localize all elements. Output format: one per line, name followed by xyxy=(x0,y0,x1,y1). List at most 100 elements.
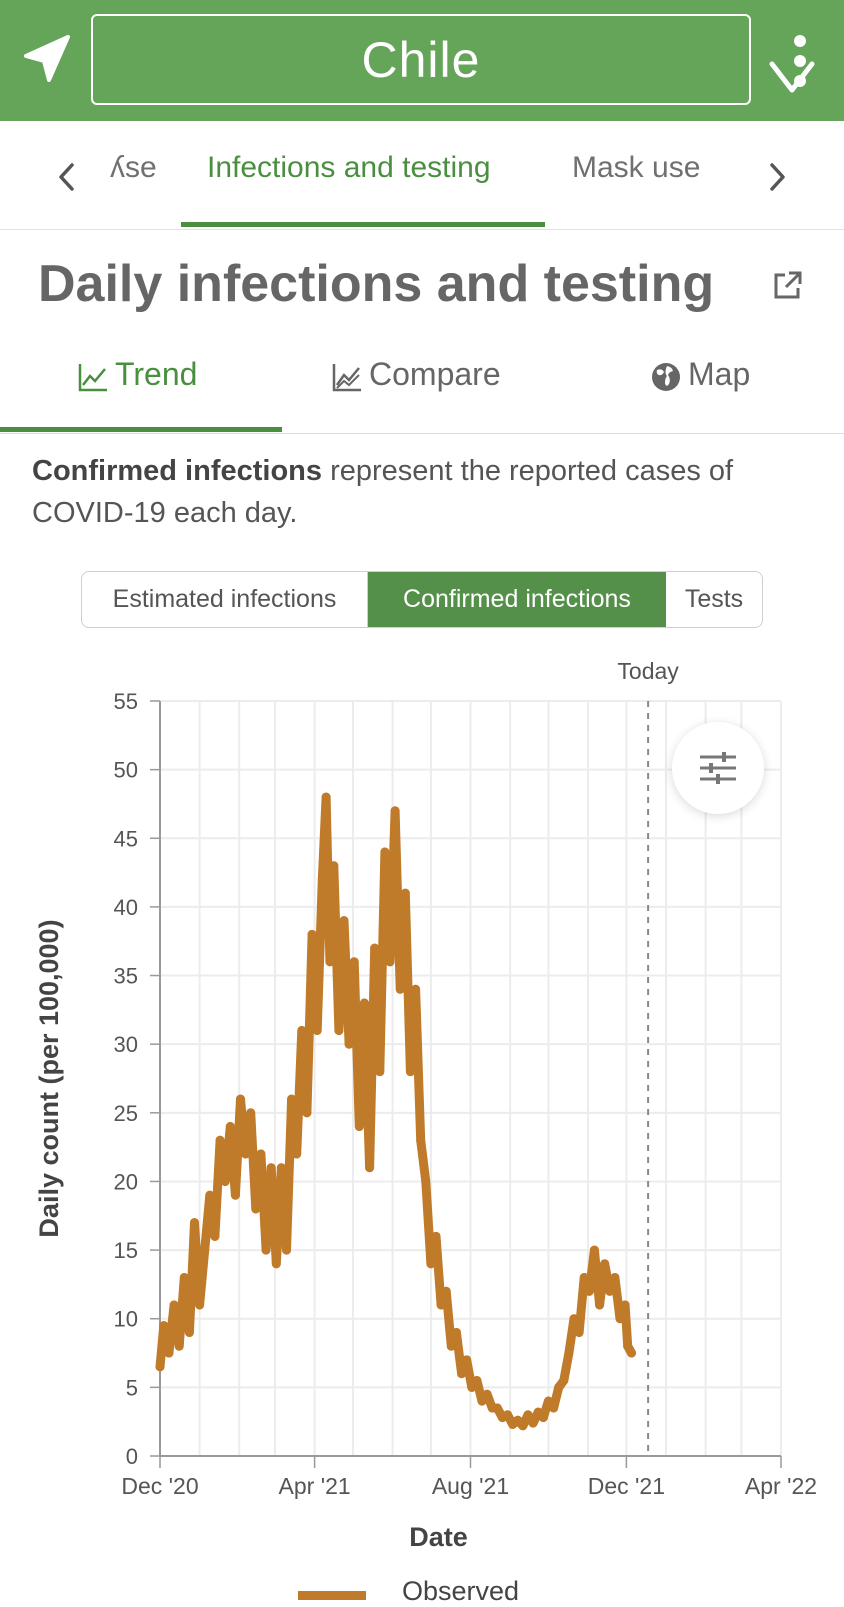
data-point xyxy=(321,792,331,802)
data-point xyxy=(215,1135,225,1145)
data-point xyxy=(312,1025,322,1035)
data-point xyxy=(271,1259,281,1269)
series-line-observed xyxy=(155,792,636,1431)
data-point xyxy=(385,957,395,967)
y-tick-label: 5 xyxy=(126,1375,138,1400)
y-tick-label: 0 xyxy=(126,1444,138,1469)
data-point xyxy=(595,1300,605,1310)
data-point xyxy=(266,1163,276,1173)
data-point xyxy=(543,1396,553,1406)
data-point xyxy=(503,1410,513,1420)
tab-infections-and-testing[interactable]: Infections and testing xyxy=(207,151,491,184)
data-point xyxy=(564,1348,574,1358)
data-point xyxy=(307,929,317,939)
data-point xyxy=(246,1108,256,1118)
data-point xyxy=(589,1245,599,1255)
data-point xyxy=(467,1382,477,1392)
country-selector[interactable]: Chile xyxy=(91,14,815,105)
tab-compare[interactable]: Compare xyxy=(331,356,501,393)
chevron-right-icon[interactable] xyxy=(762,157,792,197)
data-point xyxy=(190,1218,199,1228)
y-tick-label: 55 xyxy=(114,689,138,714)
y-tick-label: 35 xyxy=(114,964,138,989)
data-point xyxy=(518,1421,528,1431)
data-point xyxy=(462,1355,472,1365)
data-point xyxy=(329,861,339,871)
tab-trend-label: Trend xyxy=(115,356,198,392)
data-point xyxy=(256,1149,266,1159)
external-link-icon[interactable] xyxy=(771,270,803,302)
data-point xyxy=(436,1300,446,1310)
data-point xyxy=(416,1135,426,1145)
data-point xyxy=(472,1376,482,1385)
data-point xyxy=(482,1389,492,1399)
data-point xyxy=(292,1149,302,1159)
data-point xyxy=(411,984,421,994)
tab-mask-use[interactable]: Mask use xyxy=(572,151,701,184)
segment-estimated-infections[interactable]: Estimated infections xyxy=(82,572,368,627)
chevron-left-icon[interactable] xyxy=(52,157,82,197)
data-point xyxy=(210,1231,220,1241)
data-point xyxy=(349,957,359,967)
data-point xyxy=(276,1163,286,1173)
x-tick-label: Dec '21 xyxy=(588,1473,665,1499)
navigation-arrow-icon[interactable] xyxy=(22,34,72,84)
y-tick-label: 25 xyxy=(114,1101,138,1126)
data-point xyxy=(297,1025,307,1035)
legend-label: Observed xyxy=(402,1576,520,1606)
area-chart-icon xyxy=(332,363,361,391)
x-tick-label: Apr '22 xyxy=(745,1473,817,1499)
data-point xyxy=(395,984,405,994)
y-tick-label: 20 xyxy=(114,1169,138,1194)
globe-icon xyxy=(652,362,680,391)
data-point xyxy=(451,1327,461,1337)
data-point xyxy=(477,1396,487,1406)
segment-confirmed-infections[interactable]: Confirmed infections xyxy=(368,572,666,627)
country-label: Chile xyxy=(361,32,481,88)
y-tick-label: 45 xyxy=(114,826,138,851)
kebab-menu-icon[interactable] xyxy=(788,34,812,90)
data-point xyxy=(390,806,400,816)
data-point xyxy=(169,1300,179,1310)
data-point xyxy=(241,1149,251,1159)
x-tick-label: Aug '21 xyxy=(432,1473,509,1499)
chart-filter-button[interactable] xyxy=(672,722,764,814)
data-point xyxy=(354,1122,364,1132)
metric-segmented-control: Estimated infections Confirmed infection… xyxy=(81,571,763,628)
active-view-indicator xyxy=(0,427,282,432)
data-point xyxy=(421,1176,431,1186)
y-axis-title: Daily count (per 100,000) xyxy=(34,919,64,1237)
divider xyxy=(0,433,844,434)
data-point xyxy=(380,847,390,857)
data-point xyxy=(569,1314,579,1324)
data-point xyxy=(287,1094,297,1104)
data-point xyxy=(579,1273,589,1283)
data-point xyxy=(457,1369,467,1379)
data-point xyxy=(528,1418,538,1428)
data-point xyxy=(538,1413,548,1423)
x-tick-label: Dec '20 xyxy=(121,1473,198,1499)
data-point xyxy=(627,1348,636,1358)
active-tab-indicator xyxy=(181,222,545,227)
chevron-down-icon xyxy=(767,58,817,98)
data-point xyxy=(164,1348,174,1358)
data-point xyxy=(370,943,380,953)
app-header: Chile xyxy=(0,0,844,121)
today-label: Today xyxy=(617,658,679,684)
page-title: Daily infections and testing xyxy=(38,255,715,313)
data-point xyxy=(155,1362,165,1372)
tab-map[interactable]: Map xyxy=(650,356,750,393)
chart-labels: 0 5 10 15 20 25 30 35 40 45 50 55 Dec '20 Apr '21 Aug … xyxy=(34,658,817,1552)
data-point xyxy=(431,1231,441,1241)
tab-ruse[interactable]: ʎse xyxy=(110,151,157,184)
data-point xyxy=(359,998,369,1008)
data-point xyxy=(554,1382,564,1392)
segment-tests[interactable]: Tests xyxy=(684,585,744,613)
y-tick-label: 10 xyxy=(114,1307,138,1332)
tab-trend[interactable]: Trend xyxy=(77,356,197,393)
chart-axes xyxy=(150,700,782,1468)
data-point xyxy=(620,1300,630,1310)
data-point xyxy=(230,1190,240,1200)
data-point xyxy=(317,874,327,884)
y-tick-label: 30 xyxy=(114,1032,138,1057)
